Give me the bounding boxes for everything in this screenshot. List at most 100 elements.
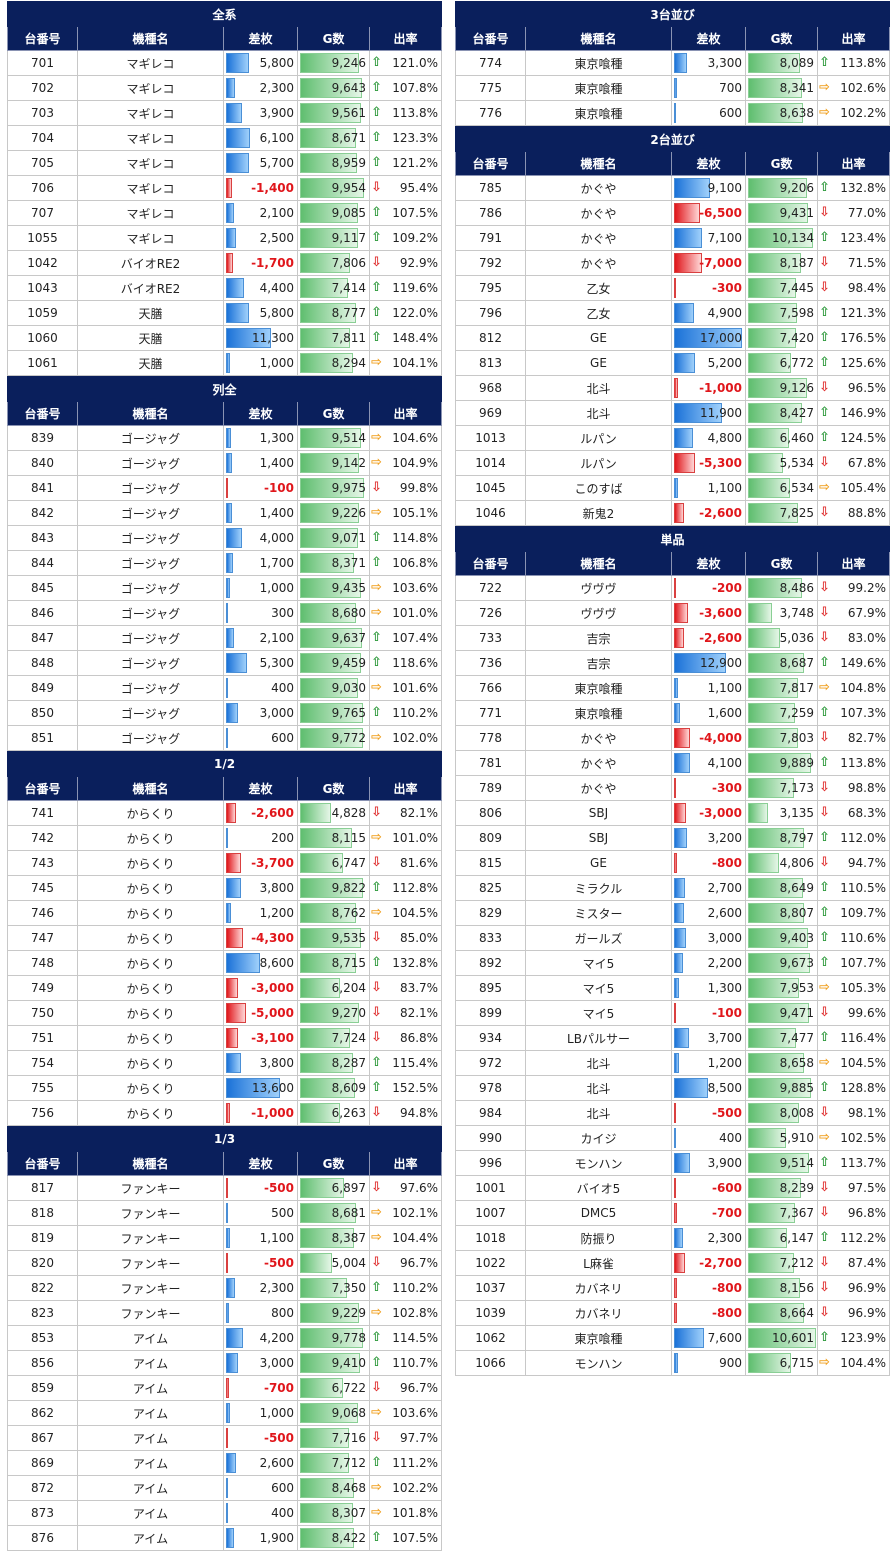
model-name: ファンキー (77, 1250, 224, 1276)
diff-value: 5,300 (259, 656, 294, 670)
arrow-up-icon: ⇧ (819, 930, 830, 945)
diff-cell: 1,000 (223, 350, 298, 376)
rate-value: 95.4% (399, 181, 439, 195)
table-row: 707 マギレコ 2,100 9,085 ⇧ 107.5% (7, 200, 443, 226)
games-cell: 7,477 (745, 1025, 818, 1051)
machine-number: 1037 (455, 1275, 526, 1301)
games-cell: 9,514 (297, 425, 370, 451)
model-name: ファンキー (77, 1225, 224, 1251)
games-bar (748, 1278, 800, 1298)
games-value: 7,724 (331, 1031, 366, 1045)
rate-value: 97.7% (399, 1431, 439, 1445)
arrow-down-icon: ⇩ (819, 280, 830, 295)
arrow-up-icon: ⇧ (819, 955, 830, 970)
arrow-up-icon: ⇧ (819, 1080, 830, 1095)
diff-value: 1,000 (259, 581, 294, 595)
diff-bar-positive (226, 903, 231, 923)
diff-cell: 1,900 (223, 1525, 298, 1551)
diff-cell: 1,000 (223, 575, 298, 601)
diff-cell: 2,200 (671, 950, 746, 976)
diff-cell: 2,500 (223, 225, 298, 251)
arrow-down-icon: ⇩ (819, 730, 830, 745)
diff-cell: 4,000 (223, 525, 298, 551)
model-name: ゴージャグ (77, 550, 224, 576)
games-bar (300, 553, 354, 573)
table-row: 722 ヴヴヴ -200 8,486 ⇩ 99.2% (455, 575, 891, 601)
diff-cell: 1,100 (671, 475, 746, 501)
arrow-up-icon: ⇧ (819, 880, 830, 895)
games-cell: 3,748 (745, 600, 818, 626)
games-value: 9,975 (331, 481, 366, 495)
diff-cell: -500 (671, 1100, 746, 1126)
diff-bar-positive (226, 1528, 234, 1548)
diff-value: 9,100 (707, 181, 742, 195)
diff-cell: 1,300 (223, 425, 298, 451)
games-value: 7,414 (331, 281, 366, 295)
arrow-up-icon: ⇧ (371, 80, 382, 95)
games-bar (748, 653, 804, 673)
diff-cell: -1,000 (223, 1100, 298, 1126)
games-cell: 8,341 (745, 75, 818, 101)
rate-cell: ⇨ 105.3% (816, 975, 891, 1001)
diff-cell: 3,800 (223, 875, 298, 901)
column-header-row: 台番号 機種名 差枚 G数 出率 (7, 401, 443, 426)
diff-cell: 3,900 (223, 100, 298, 126)
table-row: 869 アイム 2,600 7,712 ⇧ 111.2% (7, 1450, 443, 1476)
diff-bar-positive (226, 678, 228, 698)
games-value: 9,778 (331, 1331, 366, 1345)
games-bar (300, 578, 361, 598)
games-cell: 8,681 (297, 1200, 370, 1226)
machine-number: 1059 (7, 300, 78, 326)
rate-value: 113.7% (840, 1156, 887, 1170)
table-row: 786 かぐや -6,500 9,431 ⇩ 77.0% (455, 200, 891, 226)
diff-cell: 6,100 (223, 125, 298, 151)
table-row: 968 北斗 -1,000 9,126 ⇩ 96.5% (455, 375, 891, 401)
machine-number: 733 (455, 625, 526, 651)
rate-value: 99.2% (847, 581, 887, 595)
games-cell: 10,601 (745, 1325, 818, 1351)
rate-cell: ⇩ 67.8% (816, 450, 891, 476)
rate-value: 110.7% (392, 1356, 439, 1370)
data-table: 1/2 台番号 機種名 差枚 G数 出率 741 からくり -2,600 4,828 ⇩ 82.1% 7… (6, 751, 443, 1126)
diff-bar-positive (674, 753, 690, 773)
diff-bar-negative (674, 628, 684, 648)
table-row: 1007 DMC5 -700 7,367 ⇩ 96.8% (455, 1200, 891, 1226)
rate-cell: ⇨ 101.6% (368, 675, 443, 701)
arrow-down-icon: ⇩ (819, 580, 830, 595)
arrow-up-icon: ⇧ (371, 230, 382, 245)
section-title-row: 1/2 (6, 751, 443, 777)
rate-cell: ⇧ 149.6% (816, 650, 891, 676)
diff-bar-positive (674, 303, 694, 323)
rate-cell: ⇩ 85.0% (368, 925, 443, 951)
games-cell: 9,822 (297, 875, 370, 901)
rate-cell: ⇨ 101.0% (368, 600, 443, 626)
diff-value: -800 (711, 856, 742, 870)
data-table: 単品 台番号 機種名 差枚 G数 出率 722 ヴヴヴ -200 8,486 ⇩ 99.2% 726 ヴヴ… (454, 526, 891, 1376)
games-cell: 8,239 (745, 1175, 818, 1201)
diff-bar-positive (226, 1278, 235, 1298)
diff-bar-positive (674, 428, 693, 448)
games-value: 10,601 (772, 1331, 814, 1345)
model-name: GE (525, 850, 672, 876)
diff-cell: 2,100 (223, 200, 298, 226)
rate-cell: ⇩ 99.6% (816, 1000, 891, 1026)
games-value: 8,468 (331, 1481, 366, 1495)
rate-value: 99.6% (847, 1006, 887, 1020)
rate-value: 110.2% (392, 1281, 439, 1295)
diff-bar-positive (674, 1228, 683, 1248)
machine-number: 856 (7, 1350, 78, 1376)
diff-cell: -7,000 (671, 250, 746, 276)
diff-value: 8,600 (259, 956, 294, 970)
rate-cell: ⇨ 104.5% (816, 1050, 891, 1076)
games-value: 9,643 (331, 81, 366, 95)
rate-value: 111.2% (392, 1456, 439, 1470)
arrow-right-icon: ⇨ (371, 730, 382, 745)
games-cell: 7,724 (297, 1025, 370, 1051)
model-name: かぐや (525, 775, 672, 801)
diff-cell: -300 (671, 275, 746, 301)
diff-cell: 2,100 (223, 625, 298, 651)
diff-value: 2,100 (259, 631, 294, 645)
model-name: マギレコ (77, 125, 224, 151)
table-row: 778 かぐや -4,000 7,803 ⇩ 82.7% (455, 725, 891, 751)
diff-bar-positive (226, 1503, 228, 1523)
